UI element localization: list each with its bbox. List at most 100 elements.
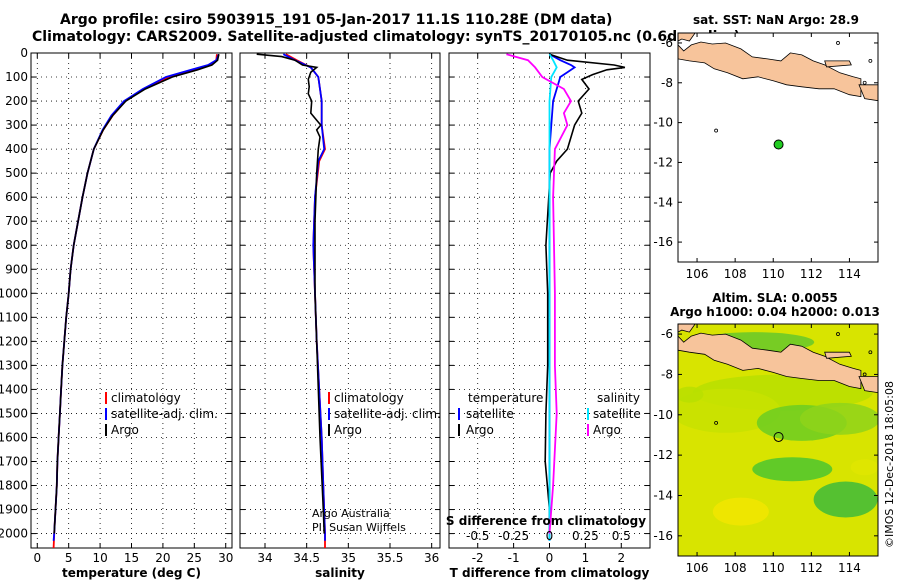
sla-map-argo-marker bbox=[773, 431, 784, 442]
temperature-xtick-label: 15 bbox=[124, 551, 139, 565]
depth-tick-label: 1800 bbox=[0, 479, 28, 493]
sst-map-ytick-label: -14 bbox=[653, 195, 673, 209]
sst-map-xtick-label: 106 bbox=[686, 267, 709, 281]
sla-map-xtick-label: 106 bbox=[686, 561, 709, 575]
sla-field-blob bbox=[712, 497, 769, 526]
diff-s-tick-label: -0.25 bbox=[498, 529, 529, 543]
difference-series-s-satellite bbox=[548, 53, 558, 541]
sla-map-java-land bbox=[678, 332, 862, 390]
salinity-legend-label: satellite-adj. clim. bbox=[334, 407, 441, 421]
sla-map-xtick-label: 112 bbox=[800, 561, 823, 575]
temperature-xtick-label: 5 bbox=[65, 551, 73, 565]
diff-s-tick-label: -0.5 bbox=[466, 529, 489, 543]
depth-tick-label: 1600 bbox=[0, 430, 28, 444]
sla-map-bali-land bbox=[858, 376, 878, 394]
diff-legend-t-label: Argo bbox=[466, 423, 494, 437]
sst-map-island bbox=[836, 41, 840, 45]
depth-tick-label: 100 bbox=[5, 70, 28, 84]
sst-map-ytick-label: -12 bbox=[653, 155, 673, 169]
depth-tick-label: 0 bbox=[20, 46, 28, 60]
sla-field-blob bbox=[678, 388, 781, 433]
difference-series-s-argo bbox=[506, 53, 573, 534]
difference-xtick-label: 1 bbox=[582, 551, 590, 565]
salinity-legend-label: climatology bbox=[334, 391, 404, 405]
depth-tick-label: 1300 bbox=[0, 358, 28, 372]
depth-tick-label: 200 bbox=[5, 94, 28, 108]
sla-field-blob bbox=[752, 457, 833, 482]
depth-tick-label: 900 bbox=[5, 262, 28, 276]
diff-s-tick-label: 0 bbox=[546, 529, 554, 543]
difference-xlabel: T difference from climatology bbox=[450, 566, 650, 580]
sst-map-xtick-label: 112 bbox=[800, 267, 823, 281]
salinity-xtick-label: 36 bbox=[424, 551, 439, 565]
sst-map-island bbox=[862, 80, 867, 85]
temperature-legend-label: satellite-adj. clim. bbox=[111, 407, 218, 421]
sla-map-island bbox=[836, 332, 840, 336]
temperature-frame bbox=[30, 52, 233, 549]
depth-tick-label: 400 bbox=[5, 142, 28, 156]
sla-map-island bbox=[868, 350, 873, 355]
figure-title-line1: Argo profile: csiro 5903915_191 05-Jan-2… bbox=[60, 12, 613, 28]
temperature-legend-label: climatology bbox=[111, 391, 181, 405]
argo-credit-line: PI: Susan Wijffels bbox=[312, 521, 406, 534]
depth-tick-label: 500 bbox=[5, 166, 28, 180]
sst-map-panel: 106 108 110 112 114 -6 -8 -10 -12 -14 -16 bbox=[653, 32, 879, 281]
sst-map-ytick-label: -6 bbox=[661, 36, 673, 50]
difference-panel: -2 -1 0 1 2T difference from climatology temp… bbox=[446, 52, 651, 580]
depth-tick-label: 2000 bbox=[0, 527, 28, 541]
sst-map-xtick-label: 114 bbox=[838, 267, 861, 281]
depth-tick-label: 700 bbox=[5, 214, 28, 228]
sla-map-xtick-label: 108 bbox=[724, 561, 747, 575]
temperature-xtick-label: 0 bbox=[33, 551, 41, 565]
temperature-xtick-label: 20 bbox=[155, 551, 170, 565]
sla-map-xtick-label: 110 bbox=[762, 561, 785, 575]
sst-map-title: sat. SST: NaN Argo: 28.9 bbox=[693, 13, 859, 27]
salinity-frame bbox=[239, 52, 441, 549]
sla-map-frame bbox=[677, 323, 879, 557]
sla-map-area bbox=[678, 324, 878, 556]
sst-map-area bbox=[678, 33, 878, 262]
depth-tick-label: 1500 bbox=[0, 406, 28, 420]
diff-legend-s-title: salinity bbox=[597, 391, 640, 405]
sst-map-ytick-label: -16 bbox=[653, 235, 673, 249]
difference-xtick-label: -2 bbox=[472, 551, 484, 565]
sla-map-sumatra-land bbox=[678, 324, 696, 333]
sla-map-title-line1: Altim. SLA: 0.0055 bbox=[712, 291, 838, 305]
sla-map-ytick-label: -12 bbox=[653, 448, 673, 462]
salinity-xtick-label: 34 bbox=[257, 551, 272, 565]
sst-map-island bbox=[714, 128, 718, 133]
sla-map-xtick-label: 114 bbox=[838, 561, 861, 575]
sst-map-sumatra-land bbox=[678, 33, 696, 42]
difference-xtick-label: 0 bbox=[546, 551, 554, 565]
depth-tick-label: 1900 bbox=[0, 503, 28, 517]
difference-series-t-satellite bbox=[548, 53, 577, 541]
temperature-xtick-label: 25 bbox=[187, 551, 202, 565]
salinity-panel: 34 34.5 35 35.5 36 salinity climatology satelli… bbox=[239, 52, 441, 580]
sst-map-frame bbox=[677, 32, 879, 263]
temperature-xtick-label: 30 bbox=[218, 551, 233, 565]
sla-map-madura-land bbox=[824, 351, 852, 359]
depth-tick-label: 1700 bbox=[0, 454, 28, 468]
salinity-series-argo bbox=[256, 53, 325, 534]
depth-tick-label: 600 bbox=[5, 190, 28, 204]
salinity-xtick-label: 34.5 bbox=[293, 551, 320, 565]
temperature-legend-label: Argo bbox=[111, 423, 139, 437]
temperature-xlabel: temperature (deg C) bbox=[62, 566, 201, 580]
depth-tick-label: 1000 bbox=[0, 286, 28, 300]
depth-tick-label: 1200 bbox=[0, 334, 28, 348]
diff-s-axis-label: S difference from climatology bbox=[446, 514, 646, 528]
difference-series-t-argo bbox=[544, 53, 626, 534]
diff-legend-s-label: Argo bbox=[593, 423, 621, 437]
sla-map-island bbox=[714, 420, 718, 425]
sst-map-xtick-label: 108 bbox=[724, 267, 747, 281]
sla-field-blob bbox=[703, 531, 844, 552]
sla-map-ytick-label: -8 bbox=[661, 367, 673, 381]
temperature-xtick-label: 10 bbox=[92, 551, 107, 565]
salinity-legend-label: Argo bbox=[334, 423, 362, 437]
argo-credit-line: Argo Australia bbox=[312, 507, 390, 520]
sla-map-ytick-label: -6 bbox=[661, 327, 673, 341]
sla-field-blob bbox=[813, 481, 878, 518]
sst-map-java-land bbox=[678, 41, 862, 98]
sla-map-panel: 106 108 110 112 114 -6 -8 -10 -12 -14 -16 bbox=[653, 323, 879, 575]
